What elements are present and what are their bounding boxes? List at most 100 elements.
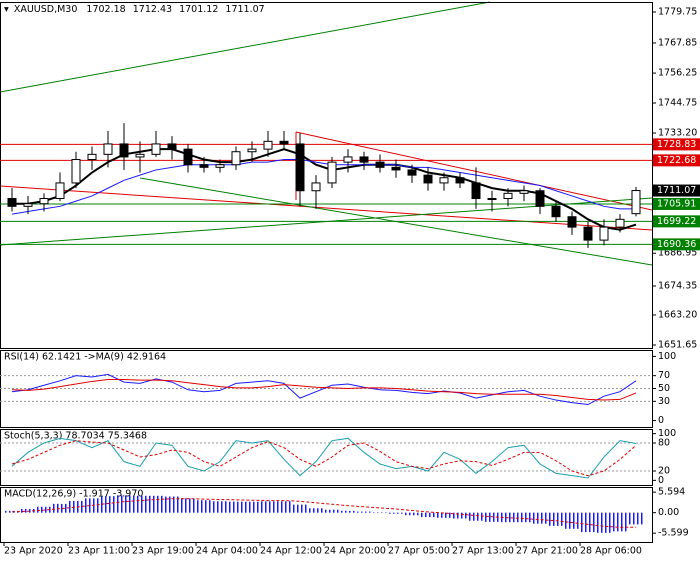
candle-body [263, 140, 273, 150]
x-tick-label: 24 Apr 12:00 [260, 546, 322, 557]
candle-body [55, 182, 65, 200]
histogram-bar [301, 504, 303, 513]
y-tick-label: 50 [658, 383, 670, 394]
trend-line [0, 1, 491, 93]
histogram-bar [105, 496, 107, 513]
histogram-bar [45, 506, 47, 513]
candle-body [375, 161, 385, 168]
histogram-bar [65, 503, 67, 513]
y-tick-label: 80 [658, 438, 670, 449]
histogram-bar [489, 512, 491, 522]
histogram-bar [417, 512, 419, 516]
candle-body [583, 226, 593, 241]
trend-line [0, 185, 653, 231]
candle-body [327, 161, 337, 184]
histogram-bar [461, 512, 463, 519]
histogram-bar [473, 512, 475, 521]
indicator-line [11, 373, 637, 406]
histogram-bar [597, 512, 599, 533]
histogram-bar [277, 501, 279, 513]
histogram-bar [117, 495, 119, 513]
histogram-bar [613, 512, 615, 532]
histogram-bar [477, 512, 479, 521]
histogram-bar [545, 512, 547, 524]
histogram-bar [469, 512, 471, 521]
symbol: XAUUSD,M30 [14, 4, 78, 15]
histogram-bar [629, 512, 631, 525]
candle-body [311, 182, 321, 192]
histogram-bar [533, 512, 535, 524]
histogram-bar [173, 496, 175, 513]
histogram-bar [357, 511, 359, 513]
histogram-bar [213, 501, 215, 513]
histogram-bar [521, 512, 523, 523]
high: 1712.43 [133, 4, 172, 15]
histogram-bar [377, 512, 379, 513]
histogram-bar [365, 511, 367, 513]
histogram-bar [433, 512, 435, 518]
histogram-bar [281, 501, 283, 513]
histogram-bar [621, 512, 623, 532]
histogram-bar [633, 512, 635, 525]
histogram-bar [413, 512, 415, 516]
histogram-bar [189, 498, 191, 513]
histogram-bar [557, 512, 559, 526]
histogram-bar [457, 512, 459, 519]
histogram-bar [601, 512, 603, 533]
histogram-bar [485, 512, 487, 522]
histogram-bar [325, 509, 327, 513]
histogram-bar [121, 495, 123, 513]
y-tick-label: 5.594 [658, 487, 685, 498]
level-box [653, 215, 700, 228]
histogram-bar [145, 495, 147, 513]
candle-body [7, 198, 17, 207]
y-tick-label: 0 [658, 415, 664, 426]
candle-body [183, 148, 193, 166]
y-tick-label: 100 [658, 351, 676, 362]
candle-body [599, 226, 609, 241]
histogram-bar [305, 504, 307, 513]
y-tick-label: 1744.75 [658, 97, 697, 108]
histogram-bar [493, 512, 495, 522]
candle-body [471, 182, 481, 200]
candle-body [215, 164, 225, 168]
histogram-bar [53, 503, 55, 513]
histogram-bar [565, 512, 567, 529]
candle-body [439, 177, 449, 184]
histogram-bar [193, 498, 195, 513]
histogram-bar [573, 512, 575, 529]
histogram-bar [125, 495, 127, 513]
histogram-bar [401, 512, 403, 514]
histogram-bar [553, 512, 555, 526]
histogram-bar [137, 495, 139, 513]
y-tick-label: 0 [658, 475, 664, 486]
histogram-bar [149, 495, 151, 513]
histogram-bar [57, 503, 59, 513]
candle-body [567, 216, 577, 228]
panel-frame [0, 487, 653, 543]
level-label: 1705.91 [657, 198, 696, 209]
candle-body [23, 203, 33, 207]
histogram-bar [293, 504, 295, 513]
x-tick-label: 23 Apr 19:00 [132, 546, 194, 557]
histogram-bar [141, 495, 143, 513]
candle-body [279, 140, 289, 145]
histogram-bar [429, 512, 431, 518]
histogram-bar [577, 512, 579, 529]
histogram-bar [617, 512, 619, 532]
level-box [653, 197, 700, 210]
histogram-bar [153, 495, 155, 513]
histogram-bar [529, 512, 531, 523]
histogram-bar [585, 512, 587, 533]
level-box [653, 154, 700, 167]
candle-body [295, 143, 305, 192]
chart-header: ▾ XAUUSD,M30 1702.18 1712.43 1701.12 171… [4, 4, 265, 15]
histogram-bar [89, 498, 91, 513]
y-tick-label: 1674.35 [658, 281, 697, 292]
histogram-bar [197, 500, 199, 513]
x-tick-label: 27 Apr 21:00 [516, 546, 578, 557]
histogram-bar [133, 495, 135, 513]
histogram-bar [593, 512, 595, 533]
candle-body [135, 153, 145, 158]
